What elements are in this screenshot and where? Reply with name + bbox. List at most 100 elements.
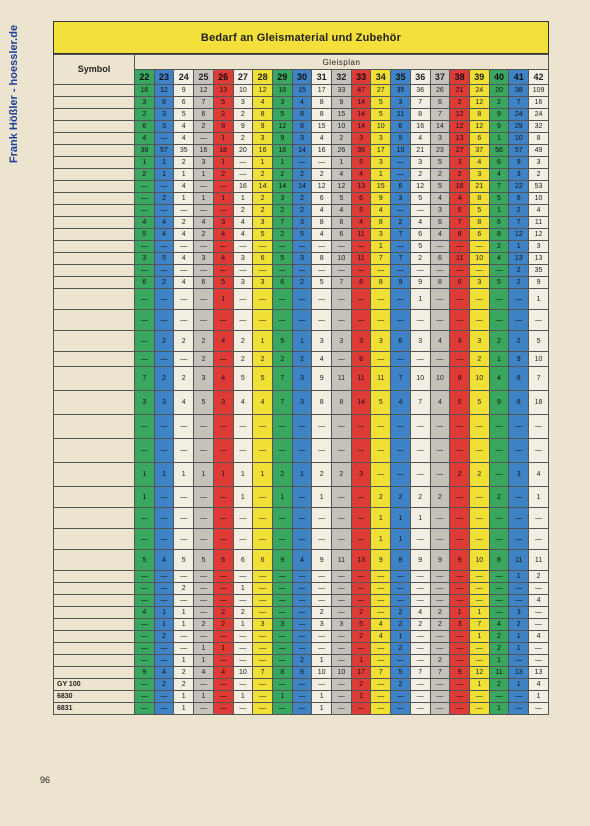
quantity-cell: 14 [252,180,273,193]
quantity-cell: 2 [390,678,411,691]
quantity-cell: 14 [350,390,372,415]
quantity-cell: 4 [212,330,234,352]
quantity-cell: — [350,240,372,253]
quantity-cell: 8 [291,666,313,679]
quantity-cell: 1 [232,192,254,205]
quantity-cell: — [212,690,234,703]
quantity-cell: — [409,414,431,439]
table-row: —2 2 2 4 2 1 5 1 3 3 3 3 6 3 4 4 3 2 2 5 [53,330,549,352]
quantity-cell: 13 [508,252,530,265]
quantity-cell: 3 [370,330,392,352]
table-row: 2 3 5 6 2 2 8 5 8 8 15 14 5 11 8 7 12 8 9 24 24 [53,108,549,121]
quantity-cell: 21 [409,144,431,157]
quantity-cell: — [134,642,155,655]
quantity-cell: — [232,168,254,181]
quantity-cell: — [311,438,333,463]
quantity-cell: — [291,486,313,508]
quantity-cell: 4 [153,228,175,241]
quantity-cell: — [252,594,273,607]
quantity-cell: 1 [134,462,155,487]
quantity-cell: — [390,351,411,367]
quantity-cell: 2 [311,462,333,487]
quantity-cell: 8 [291,108,313,121]
quantity-cell: 3 [193,366,214,391]
quantity-cell: 1 [212,192,234,205]
quantity-cell: 5 [212,96,234,109]
quantity-cell: 2 [134,108,155,121]
quantity-cell: 29 [508,120,530,133]
quantity-cell: — [232,654,254,667]
quantity-cell: 4 [252,390,273,415]
quantity-cell: 8 [449,228,470,241]
quantity-cell: — [271,264,293,277]
quantity-cell: 6 [488,156,510,169]
plan-number-42: 42 [528,69,549,85]
quantity-cell: — [488,507,510,529]
quantity-cell: 14 [350,120,372,133]
quantity-cell: 1 [193,192,214,205]
quantity-cell: 1 [311,702,333,715]
quantity-cell: — [468,309,490,331]
quantity-cell: 8 [370,276,392,289]
quantity-cell: — [468,570,490,583]
quantity-cell: — [173,309,195,331]
quantity-cell: — [153,570,175,583]
quantity-cell: 3 [390,96,411,109]
quantity-cell: 11 [528,216,549,229]
quantity-cell: 1 [173,702,195,715]
quantity-cell: 2 [232,351,254,367]
quantity-cell: 2 [291,654,313,667]
quantity-cell: — [134,192,155,205]
symbol-cell [53,108,135,121]
quantity-cell: — [311,288,333,310]
quantity-cell: 1 [488,702,510,715]
symbol-cell [53,228,135,241]
quantity-cell: 4 [153,549,175,571]
quantity-cell: — [252,486,273,508]
quantity-cell: — [232,240,254,253]
quantity-cell: 2 [271,228,293,241]
quantity-cell: — [252,507,273,529]
quantity-cell: 8 [468,192,490,205]
quantity-cell: 16 [232,180,254,193]
quantity-cell: 2 [153,366,175,391]
quantity-cell: — [370,642,392,655]
quantity-cell: 3 [291,390,313,415]
quantity-cell: 1 [468,606,490,619]
quantity-cell: 4 [173,276,195,289]
quantity-cell: — [173,594,195,607]
quantity-cell: 3 [429,204,451,217]
quantity-cell: — [488,438,510,463]
quantity-cell: 3 [134,252,155,265]
quantity-cell: 12 [449,108,470,121]
quantity-cell: 10 [331,120,352,133]
quantity-cell: — [311,582,333,595]
quantity-cell: — [193,528,214,550]
quantity-cell: — [271,606,293,619]
quantity-cell: — [291,678,313,691]
quantity-cell: 5 [409,240,431,253]
quantity-cell: 3 [271,96,293,109]
quantity-cell: — [409,678,431,691]
quantity-cell: 3 [468,168,490,181]
quantity-cell: 8 [468,216,490,229]
quantity-cell: 9 [370,549,392,571]
quantity-cell: 2 [390,642,411,655]
quantity-cell: — [212,309,234,331]
symbol-cell [53,390,135,415]
quantity-cell: 1 [153,156,175,169]
quantity-cell: — [390,654,411,667]
quantity-cell: 3 [468,276,490,289]
quantity-cell: 2 [173,366,195,391]
quantity-cell: 4 [409,216,431,229]
quantity-cell: — [488,462,510,487]
table-row: 1 1 2 3 1—1 1— —1 5 3—3 5 3 4 6 9 3 [53,156,549,169]
quantity-cell: 14 [291,180,313,193]
quantity-cell: — [212,630,234,643]
plan-number-33: 33 [350,69,372,85]
quantity-cell: 3 [528,156,549,169]
quantity-cell: 27 [370,84,392,97]
quantity-cell: — [193,264,214,277]
quantity-cell: 22 [508,180,530,193]
quantity-cell: 2 [488,240,510,253]
